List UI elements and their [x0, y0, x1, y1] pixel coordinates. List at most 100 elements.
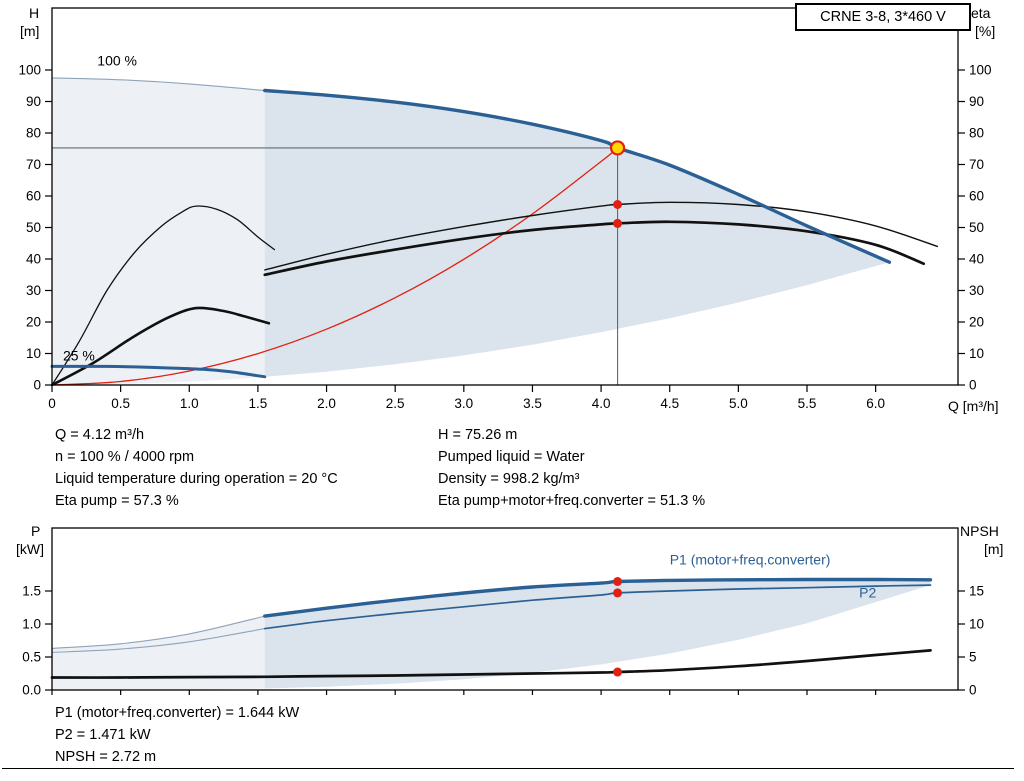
svg-text:60: 60 [26, 189, 41, 204]
svg-text:30: 30 [26, 283, 41, 298]
svg-text:1.5: 1.5 [249, 396, 268, 411]
svg-text:10: 10 [26, 346, 41, 361]
eta_total_25-curve [50, 306, 271, 387]
svg-text:5.5: 5.5 [798, 396, 817, 411]
svg-text:70: 70 [26, 157, 41, 172]
svg-text:90: 90 [26, 94, 41, 109]
svg-text:5: 5 [969, 650, 977, 665]
system-curve [51, 147, 619, 386]
svg-text:1.5: 1.5 [22, 584, 41, 599]
eta-marker [613, 200, 623, 210]
pump_max-curve [263, 88, 892, 264]
curve-labels: P1 (motor+freq.converter) P2 [670, 552, 877, 601]
info-eta-pump: Eta pump = 57.3 % [55, 493, 179, 509]
power-envelope-light [52, 616, 265, 690]
p1-curve [263, 577, 933, 618]
p2-curve [263, 584, 932, 630]
svg-text:0: 0 [969, 378, 977, 393]
power-envelope [52, 579, 931, 690]
npsh-curve [50, 649, 932, 679]
npsh-axis-label: NPSH [960, 523, 999, 539]
h-axis-label: H [29, 5, 40, 21]
svg-text:80: 80 [26, 126, 41, 141]
chart-frame [51, 527, 959, 691]
eta-axis-unit: [%] [975, 23, 996, 39]
eta_total-curve [263, 220, 926, 277]
svg-text:3.0: 3.0 [454, 396, 473, 411]
pump-model-box: CRNE 3-8, 3*460 V [795, 3, 971, 31]
curve-labels: 100 % 25 % [63, 52, 137, 363]
power-npsh-chart: P1 (motor+freq.converter)P20.00.51.01.50… [22, 527, 984, 698]
svg-text:5.0: 5.0 [729, 396, 748, 411]
eta_pump-curve [264, 201, 939, 271]
info-h: H = 75.26 m [438, 427, 518, 443]
info-speed: n = 100 % / 4000 rpm [55, 449, 195, 465]
svg-text:1.0: 1.0 [22, 617, 41, 632]
svg-text:100: 100 [18, 63, 41, 78]
p-axis-unit: [kW] [16, 541, 44, 557]
duty-info-right: H = 75.26 m Pumped liquid = Water Densit… [438, 424, 705, 512]
power-marker [613, 576, 623, 586]
p-axis-label: P [31, 523, 41, 539]
svg-text:0.5: 0.5 [111, 396, 130, 411]
svg-text:60: 60 [969, 189, 984, 204]
svg-text:P2: P2 [859, 585, 876, 601]
svg-text:4.0: 4.0 [592, 396, 611, 411]
svg-text:0.0: 0.0 [22, 683, 41, 698]
svg-text:100 %: 100 % [97, 52, 137, 68]
svg-text:80: 80 [969, 126, 984, 141]
q-axis-label: Q [m³/h] [948, 398, 999, 414]
p2_ext-curve [51, 628, 266, 653]
svg-text:90: 90 [969, 94, 984, 109]
info-density: Density = 998.2 kg/m³ [438, 471, 580, 487]
svg-text:4.5: 4.5 [660, 396, 679, 411]
svg-text:0.5: 0.5 [22, 650, 41, 665]
svg-text:25 %: 25 % [63, 347, 95, 363]
svg-text:30: 30 [969, 283, 984, 298]
h-axis-unit: [m] [20, 23, 40, 39]
eta_pump_25-curve [51, 205, 276, 386]
duty-point-marker[interactable] [609, 140, 626, 156]
power-marker [613, 667, 623, 677]
svg-text:0: 0 [969, 683, 977, 698]
svg-text:40: 40 [26, 252, 41, 267]
svg-text:20: 20 [969, 315, 984, 330]
svg-text:2.0: 2.0 [317, 396, 336, 411]
info-p2: P2 = 1.471 kW [55, 727, 151, 743]
svg-text:0: 0 [33, 378, 41, 393]
pump_min-curve [50, 364, 267, 379]
info-eta-total: Eta pump+motor+freq.converter = 51.3 % [438, 493, 706, 509]
svg-text:40: 40 [969, 252, 984, 267]
pump_max_ext-curve [51, 77, 266, 92]
svg-text:10: 10 [969, 346, 984, 361]
pump-model-label: CRNE 3-8, 3*460 V [820, 9, 946, 25]
info-npsh: NPSH = 2.72 m [55, 749, 157, 765]
info-temperature: Liquid temperature during operation = 20… [55, 471, 338, 487]
svg-text:0: 0 [48, 396, 56, 411]
svg-text:3.5: 3.5 [523, 396, 542, 411]
power-info: P1 (motor+freq.converter) = 1.644 kW P2 … [55, 702, 299, 768]
svg-text:2.5: 2.5 [386, 396, 405, 411]
qh-eta-chart: 100 % 25 % 0 10 20 30 40 50 60 70 80 90 100 0 10 20 30 40… [18, 7, 992, 411]
svg-text:20: 20 [26, 315, 41, 330]
svg-text:10: 10 [969, 617, 984, 632]
power-marker [613, 588, 623, 598]
eta-axis-label: eta [971, 5, 991, 21]
svg-text:1.0: 1.0 [180, 396, 199, 411]
axis-ticks: 0 10 20 30 40 50 60 70 80 90 100 0 10 20 30 40 50 60 70 80 9… [18, 7, 992, 411]
svg-text:100: 100 [969, 63, 992, 78]
axis-ticks: 0.0 0.5 1.0 1.5 0 5 10 15 [22, 527, 984, 698]
info-q: Q = 4.12 m³/h [55, 427, 145, 443]
operating-envelope-light [52, 77, 265, 386]
duty-info-left: Q = 4.12 m³/h n = 100 % / 4000 rpm Liqui… [55, 424, 338, 512]
svg-text:P1 (motor+freq.converter): P1 (motor+freq.converter) [670, 552, 831, 568]
svg-text:50: 50 [969, 220, 984, 235]
info-liquid: Pumped liquid = Water [438, 449, 585, 465]
svg-text:15: 15 [969, 584, 984, 599]
npsh-axis-unit: [m] [984, 541, 1004, 557]
svg-text:6.0: 6.0 [866, 396, 885, 411]
svg-text:50: 50 [26, 220, 41, 235]
eta-marker [613, 218, 623, 228]
svg-text:70: 70 [969, 157, 984, 172]
